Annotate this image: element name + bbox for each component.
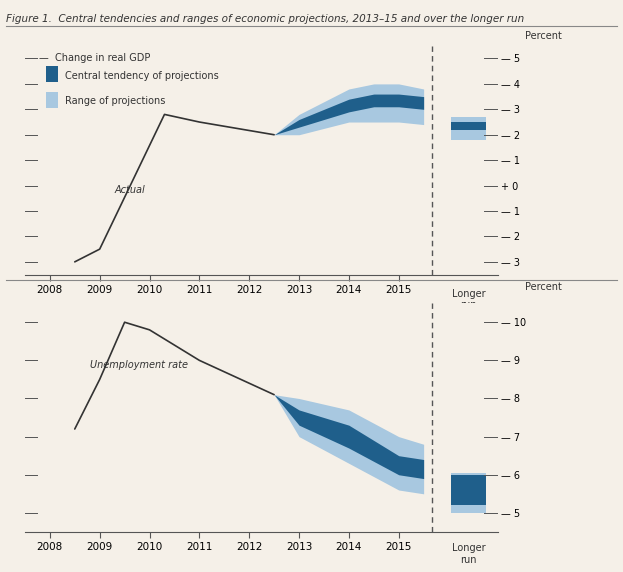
Text: Range of projections: Range of projections xyxy=(65,96,166,106)
Text: Percent: Percent xyxy=(525,31,563,41)
Text: Figure 1.  Central tendencies and ranges of economic projections, 2013–15 and ov: Figure 1. Central tendencies and ranges … xyxy=(6,14,525,24)
Text: —  Change in real GDP: — Change in real GDP xyxy=(39,53,151,62)
Text: Longer
run: Longer run xyxy=(452,288,485,310)
Text: Actual: Actual xyxy=(115,185,145,195)
FancyBboxPatch shape xyxy=(46,92,58,108)
Text: Central tendency of projections: Central tendency of projections xyxy=(65,70,219,81)
FancyBboxPatch shape xyxy=(46,66,58,82)
Text: Longer
run: Longer run xyxy=(452,543,485,565)
Text: Percent: Percent xyxy=(525,282,563,292)
Text: Unemployment rate: Unemployment rate xyxy=(90,360,188,370)
